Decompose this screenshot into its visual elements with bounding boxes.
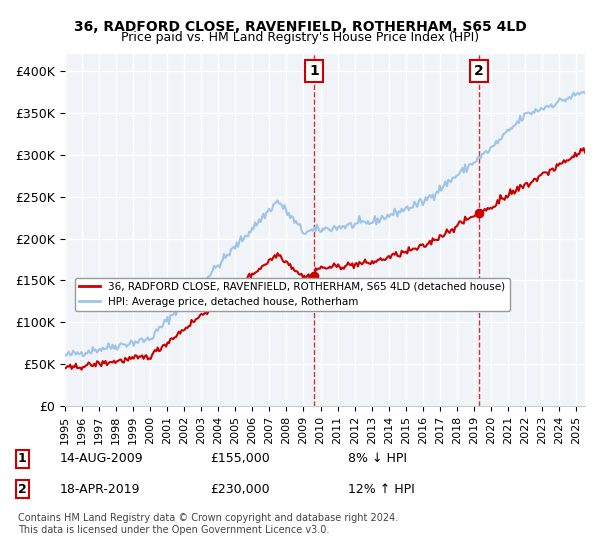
Legend: 36, RADFORD CLOSE, RAVENFIELD, ROTHERHAM, S65 4LD (detached house), HPI: Average: 36, RADFORD CLOSE, RAVENFIELD, ROTHERHAM… <box>75 278 509 311</box>
Text: Contains HM Land Registry data © Crown copyright and database right 2024.
This d: Contains HM Land Registry data © Crown c… <box>18 513 398 535</box>
Text: Price paid vs. HM Land Registry's House Price Index (HPI): Price paid vs. HM Land Registry's House … <box>121 31 479 44</box>
Text: 14-AUG-2009: 14-AUG-2009 <box>60 452 143 465</box>
Text: 18-APR-2019: 18-APR-2019 <box>60 483 140 496</box>
Text: 36, RADFORD CLOSE, RAVENFIELD, ROTHERHAM, S65 4LD: 36, RADFORD CLOSE, RAVENFIELD, ROTHERHAM… <box>74 20 526 34</box>
Text: 1: 1 <box>18 452 27 465</box>
Text: 8% ↓ HPI: 8% ↓ HPI <box>348 452 407 465</box>
Text: £230,000: £230,000 <box>210 483 269 496</box>
Text: 12% ↑ HPI: 12% ↑ HPI <box>348 483 415 496</box>
Text: 2: 2 <box>474 64 484 78</box>
Text: 2: 2 <box>18 483 27 496</box>
Text: 1: 1 <box>309 64 319 78</box>
Text: £155,000: £155,000 <box>210 452 270 465</box>
